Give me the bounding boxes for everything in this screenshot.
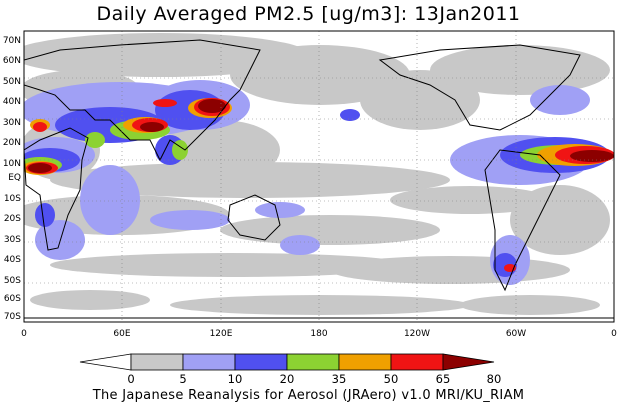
colorbar-label: 0 — [127, 372, 134, 386]
lat-tick-label: 60N — [3, 56, 21, 66]
coastlines — [24, 39, 614, 319]
lat-tick-label: 30S — [4, 235, 21, 245]
lat-tick-label: 70N — [3, 36, 21, 46]
lon-tick-label: 60E — [113, 329, 130, 339]
colorbar-segment — [234, 353, 288, 371]
colorbar-label: 80 — [487, 372, 502, 386]
lat-tick-label: 70S — [4, 312, 21, 322]
lat-tick-label: 40N — [3, 97, 21, 107]
map-title: Daily Averaged PM2.5 [ug/m3]: 13Jan2011 — [96, 3, 521, 25]
lat-tick-label: 40S — [4, 255, 21, 265]
colorbar-label: 50 — [384, 372, 399, 386]
colorbar-label: 20 — [280, 372, 295, 386]
colorbar-segment — [130, 353, 184, 371]
colorbar-label: 5 — [179, 372, 186, 386]
footer-credit: The Japanese Reanalysis for Aerosol (JRA… — [92, 388, 525, 403]
lon-tick-label: 120W — [404, 329, 430, 339]
colorbar-segment — [442, 353, 495, 371]
lat-tick-label: 10N — [3, 159, 21, 169]
lat-tick-label: 30N — [3, 118, 21, 128]
colorbar-segment — [338, 353, 392, 371]
colorbar-segment — [390, 353, 444, 371]
lon-tick-label: 180 — [310, 329, 327, 339]
lat-tick-label: 60S — [4, 294, 21, 304]
colorbar-label: 35 — [332, 372, 347, 386]
colorbar-segment — [286, 353, 340, 371]
colorbar-segment — [182, 353, 236, 371]
colorbar: 0 5 10 20 35 50 65 80 — [79, 353, 502, 386]
longitude-axis: 0 60E 120E 180 120W 60W 0 — [21, 329, 617, 339]
pm25-field — [24, 33, 614, 319]
lat-tick-label: 50N — [3, 77, 21, 87]
lat-tick-label: 10S — [4, 194, 21, 204]
latitude-axis: 70N 60N 50N 40N 30N 20N 10N EQ 10S 20S 3… — [3, 36, 21, 322]
lon-tick-label: 60W — [506, 329, 526, 339]
colorbar-label: 65 — [436, 372, 451, 386]
lat-tick-label: EQ — [8, 173, 21, 183]
lon-tick-label: 0 — [611, 329, 617, 339]
lon-tick-label: 120E — [210, 329, 233, 339]
lat-tick-label: 50S — [4, 276, 21, 286]
colorbar-label: 10 — [228, 372, 243, 386]
lon-tick-label: 0 — [21, 329, 27, 339]
lat-tick-label: 20S — [4, 214, 21, 224]
lat-tick-label: 20N — [3, 138, 21, 148]
colorbar-segment — [79, 353, 132, 371]
gridlines — [24, 31, 614, 322]
map-frame — [23, 30, 615, 323]
